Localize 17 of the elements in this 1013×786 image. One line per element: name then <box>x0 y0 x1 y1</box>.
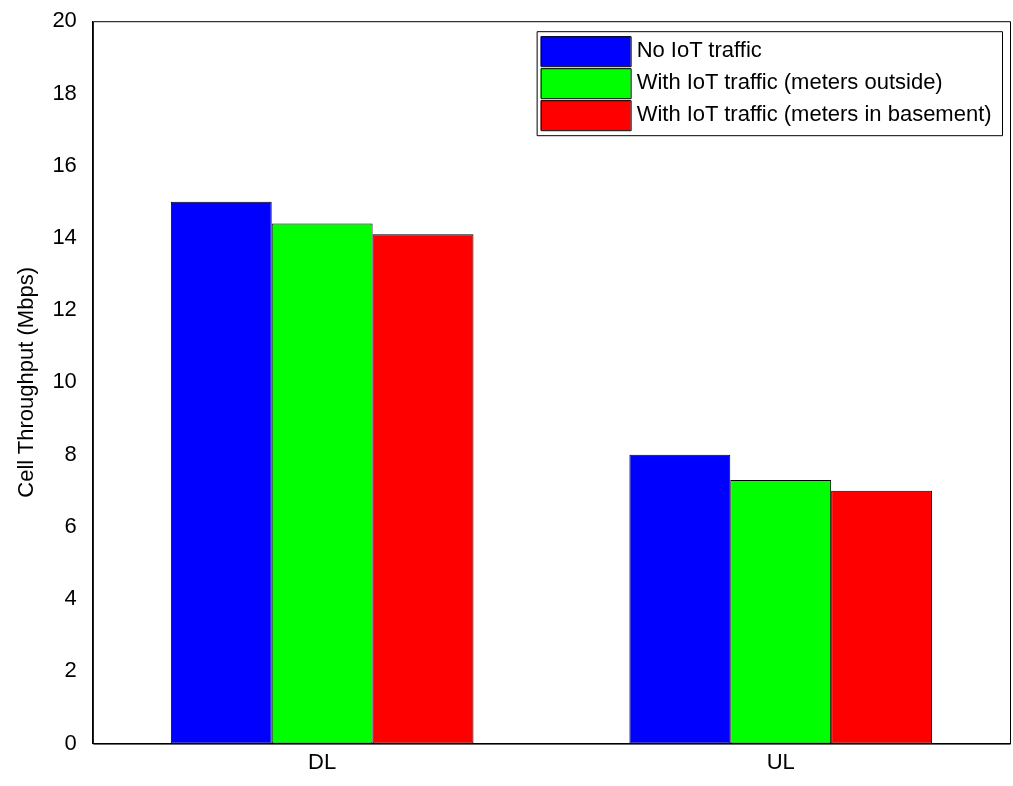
y-tick-label: 4 <box>64 585 77 611</box>
legend-label: With IoT traffic (meters outside) <box>636 69 943 95</box>
y-tick-label: 16 <box>52 151 77 177</box>
y-axis-title: Cell Throughput (Mbps) <box>13 267 39 498</box>
y-tick-label: 6 <box>64 512 77 538</box>
y-tick-label: 0 <box>64 729 77 755</box>
y-tick-label: 14 <box>52 223 77 249</box>
legend-label: With IoT traffic (meters in basement) <box>636 101 992 127</box>
y-tick-label: 18 <box>52 79 77 105</box>
y-tick-label: 20 <box>52 7 77 33</box>
x-tick-label: UL <box>766 748 795 774</box>
y-tick-label: 2 <box>64 657 77 683</box>
y-tick-label: 10 <box>52 368 77 394</box>
y-tick-label: 8 <box>64 440 77 466</box>
legend-label: No IoT traffic <box>636 37 762 63</box>
y-tick-label: 12 <box>52 296 77 322</box>
x-tick-label: DL <box>308 748 337 774</box>
